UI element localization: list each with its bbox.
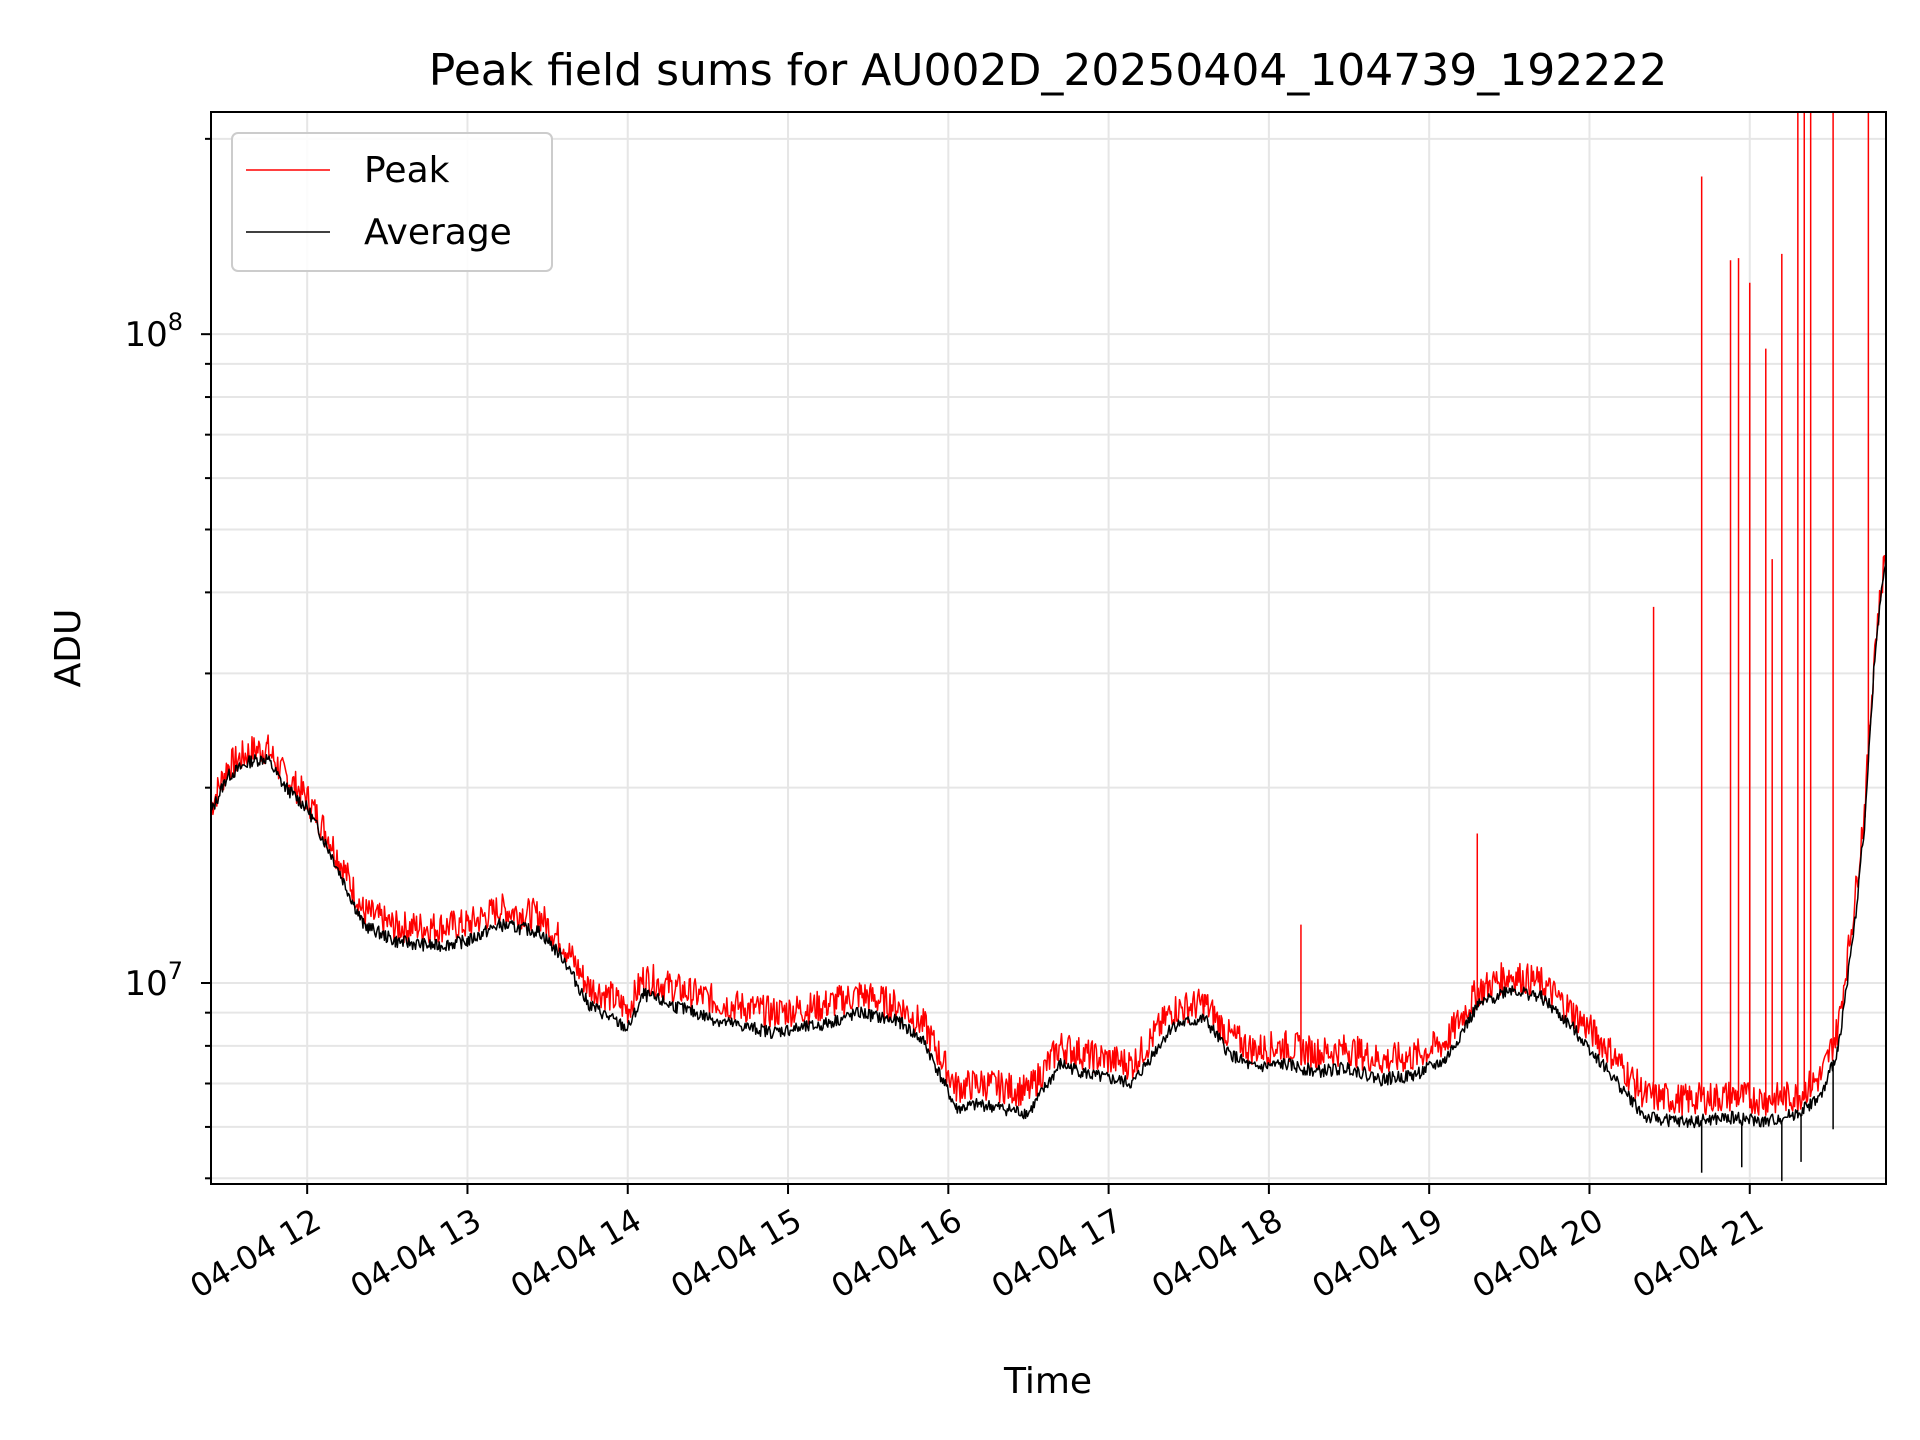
y-tick-base: 10 (124, 964, 167, 1004)
x-tick-label: 04-04 21 (1626, 1201, 1770, 1306)
legend-box (231, 132, 553, 272)
x-tick-label: 04-04 18 (1145, 1201, 1289, 1306)
x-tick-label: 04-04 14 (504, 1201, 648, 1306)
x-tick-label: 04-04 17 (985, 1201, 1129, 1306)
y-tick-label: 108 (124, 308, 183, 355)
y-tick-exponent: 7 (168, 957, 183, 985)
plot-frame (210, 111, 1887, 1185)
y-axis-label: ADU (48, 609, 89, 688)
x-tick-label: 04-04 16 (825, 1201, 969, 1306)
grid (211, 112, 1886, 1184)
legend: Peak Average (231, 132, 553, 272)
y-tick-base: 10 (124, 315, 167, 355)
x-axis: 04-04 12 04-04 13 04-04 14 04-04 15 04-04 16… (184, 1184, 1770, 1306)
y-tick-exponent: 8 (168, 308, 183, 336)
x-tick-label: 04-04 12 (184, 1201, 328, 1306)
plot-area (210, 112, 1887, 1184)
x-tick-label: 04-04 13 (344, 1201, 488, 1306)
peak-series (210, 112, 1887, 1117)
legend-peak-label: Peak (364, 150, 450, 191)
x-axis-label: Time (1003, 1361, 1092, 1402)
chart-title: Peak field sums for AU002D_20250404_1047… (429, 45, 1668, 96)
average-series (210, 552, 1887, 1182)
legend-average-label: Average (364, 212, 512, 253)
x-tick-label: 04-04 19 (1306, 1201, 1450, 1306)
x-tick-label: 04-04 20 (1466, 1201, 1610, 1306)
x-tick-label: 04-04 15 (664, 1201, 808, 1306)
peak-line (210, 546, 1887, 1117)
average-line (210, 552, 1887, 1129)
y-tick-label: 107 (124, 957, 183, 1004)
